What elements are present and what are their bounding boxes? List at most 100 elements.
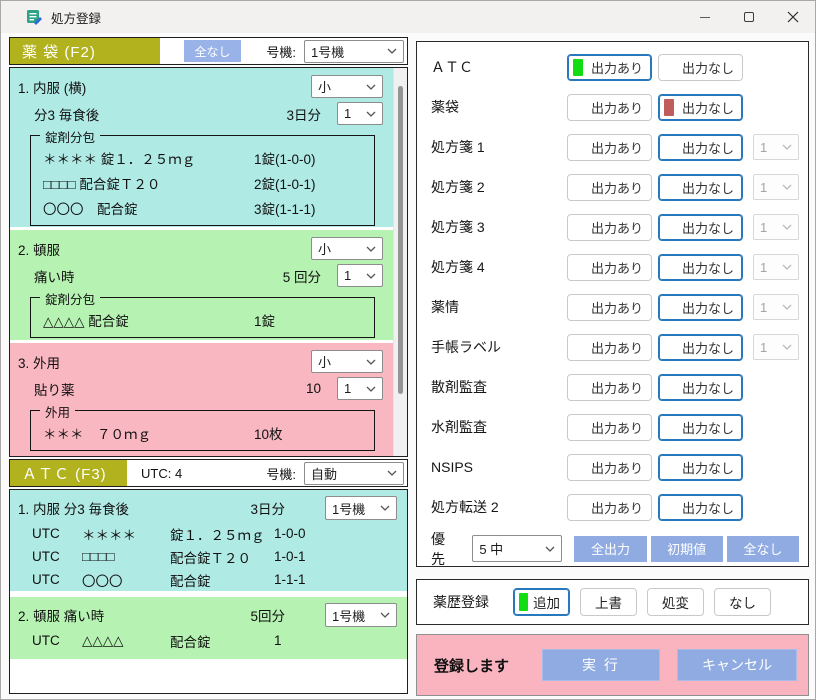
yakureki-overwrite-button[interactable]: 上書 — [580, 588, 637, 616]
yakureki-panel: 薬歴登録 追加 上書 処変 なし — [416, 579, 809, 625]
maximize-button[interactable] — [727, 1, 771, 33]
bag-size-dropdown[interactable]: 小 — [311, 350, 383, 373]
output-nashi-button[interactable]: 出力なし — [658, 93, 743, 121]
output-ari-label: 出力あり — [590, 140, 643, 156]
atc-med-dose: 1 — [274, 633, 282, 648]
med-row: ＊＊＊ ７０ｍｇ 10枚 — [39, 420, 366, 445]
output-nashi-button[interactable]: 出力なし — [658, 333, 743, 361]
cancel-button[interactable]: キャンセル — [677, 649, 797, 681]
atc-item-machine-dropdown[interactable]: 1号機 — [325, 496, 397, 520]
output-nashi-button[interactable]: 出力なし — [658, 253, 743, 281]
output-ari-button[interactable]: 出力あり — [567, 293, 652, 321]
output-row-label: 薬情 — [431, 299, 459, 315]
rx-item-header: 1. 内服 (横) 小 — [18, 73, 385, 100]
chevron-down-icon — [380, 612, 390, 618]
output-nashi-button[interactable]: 出力なし — [658, 53, 743, 81]
bag-size-value: 小 — [318, 355, 332, 370]
output-settings-panel: ＡＴＣ 出力あり 出力なし 薬袋 出力あり 出力なし 処方箋 1 出力あり — [416, 41, 809, 567]
chevron-down-icon — [380, 505, 390, 511]
scrollbar-thumb[interactable] — [398, 86, 403, 394]
output-ari-button[interactable]: 出力あり — [567, 493, 652, 521]
output-nashi-label: 出力なし — [681, 420, 734, 436]
output-nashi-button[interactable]: 出力なし — [658, 293, 743, 321]
rx-item-title: 3. 外用 — [18, 355, 61, 371]
all-output-button[interactable]: 全出力 — [574, 535, 647, 562]
copies-dropdown[interactable]: 1 — [753, 294, 799, 320]
green-indicator — [519, 593, 528, 611]
copies-dropdown[interactable]: 1 — [337, 264, 383, 287]
rx-item-usage-row: 貼り薬 10 1 — [18, 375, 385, 402]
output-nashi-button[interactable]: 出力なし — [658, 133, 743, 161]
med-qty: 1錠 — [254, 313, 276, 329]
output-nashi-button[interactable]: 出力なし — [658, 373, 743, 401]
atc-item-machine-dropdown[interactable]: 1号機 — [325, 603, 397, 627]
atc-med-row: UTC △△△△ 配合錠 1 — [18, 629, 399, 652]
output-ari-label: 出力あり — [590, 460, 643, 476]
med-name: 〇〇〇 配合錠 — [43, 201, 138, 217]
output-row-shohousen-4: 処方箋 4 出力あり 出力なし 1 — [417, 247, 808, 287]
output-nashi-label: 出力なし — [681, 220, 734, 236]
output-ari-button[interactable]: 出力あり — [567, 173, 652, 201]
bag-size-dropdown[interactable]: 小 — [311, 237, 383, 260]
minimize-button[interactable] — [683, 1, 727, 33]
yakutai-machine-dropdown[interactable]: 1号機 — [304, 39, 404, 63]
output-ari-label: 出力あり — [590, 260, 643, 276]
copies-dropdown[interactable]: 1 — [337, 377, 383, 400]
copies-dropdown[interactable]: 1 — [753, 254, 799, 280]
yakutai-section-header: 薬 袋 (F2) 全なし 号機: 1号機 — [9, 37, 408, 65]
output-ari-button[interactable]: 出力あり — [567, 213, 652, 241]
chevron-down-icon — [387, 470, 397, 476]
copies-dropdown[interactable]: 1 — [337, 102, 383, 125]
output-ari-button[interactable]: 出力あり — [567, 333, 652, 361]
atc-med-dose: 1-0-0 — [274, 526, 306, 541]
med-group-title: 錠剤分包 — [40, 127, 101, 146]
yakutai-all-none-button[interactable]: 全なし — [184, 40, 241, 62]
yakutai-scrollbar[interactable] — [393, 68, 407, 456]
med-row: ＊＊＊＊ 錠１．２５ｍｇ 1錠(1-0-0) — [39, 145, 366, 170]
output-nashi-button[interactable]: 出力なし — [658, 173, 743, 201]
copies-dropdown[interactable]: 1 — [753, 214, 799, 240]
close-button[interactable] — [771, 1, 815, 33]
output-nashi-label: 出力なし — [681, 60, 734, 76]
output-row-label: 手帳ラベル — [431, 339, 501, 355]
output-ari-button[interactable]: 出力あり — [567, 373, 652, 401]
defaults-button[interactable]: 初期値 — [650, 535, 723, 562]
yakureki-none-button[interactable]: なし — [714, 588, 771, 616]
atc-machine-value: 自動 — [311, 466, 338, 482]
output-ari-label: 出力あり — [590, 420, 643, 436]
output-nashi-button[interactable]: 出力なし — [658, 213, 743, 241]
med-qty: 10枚 — [254, 426, 283, 442]
output-nashi-button[interactable]: 出力なし — [658, 413, 743, 441]
yakutai-machine-label: 号機: — [266, 44, 296, 60]
output-row-atc: ＡＴＣ 出力あり 出力なし — [417, 47, 808, 87]
copies-dropdown[interactable]: 1 — [753, 174, 799, 200]
output-ari-label: 出力あり — [590, 300, 643, 316]
priority-dropdown[interactable]: 5 中 — [472, 535, 563, 562]
all-none-button[interactable]: 全なし — [726, 535, 799, 562]
output-ari-button[interactable]: 出力あり — [567, 253, 652, 281]
med-group-title: 外用 — [40, 402, 76, 421]
output-ari-button[interactable]: 出力あり — [567, 413, 652, 441]
output-nashi-button[interactable]: 出力なし — [658, 493, 743, 521]
output-ari-button[interactable]: 出力あり — [567, 53, 652, 81]
yakureki-add-button[interactable]: 追加 — [513, 588, 570, 616]
yakureki-change-button[interactable]: 処変 — [647, 588, 704, 616]
atc-machine-dropdown[interactable]: 自動 — [304, 461, 404, 485]
output-nashi-label: 出力なし — [681, 180, 734, 196]
output-nashi-button[interactable]: 出力なし — [658, 453, 743, 481]
chevron-down-icon — [782, 264, 792, 270]
copies-dropdown[interactable]: 1 — [753, 134, 799, 160]
output-ari-button[interactable]: 出力あり — [567, 453, 652, 481]
output-nashi-label: 出力なし — [681, 300, 734, 316]
atc-med-detail: 配合錠Ｔ２０ — [170, 550, 251, 566]
priority-label: 優先 — [431, 530, 445, 567]
copies-dropdown[interactable]: 1 — [753, 334, 799, 360]
output-ari-button[interactable]: 出力あり — [567, 133, 652, 161]
register-message: 登録します — [434, 657, 510, 675]
output-ari-button[interactable]: 出力あり — [567, 93, 652, 121]
atc-items: 1. 内服 分3 毎食後 3日分 1号機 UTC ＊＊＊＊ 錠１．２５ｍｇ 1-… — [10, 490, 407, 693]
bag-size-dropdown[interactable]: 小 — [311, 75, 383, 98]
execute-button[interactable]: 実 行 — [542, 649, 660, 681]
priority-value: 5 中 — [479, 542, 504, 557]
atc-item-tonpuku: 2. 頓服 痛い時 5回分 1号機 UTC △△△△ 配合錠 1 — [10, 597, 407, 659]
